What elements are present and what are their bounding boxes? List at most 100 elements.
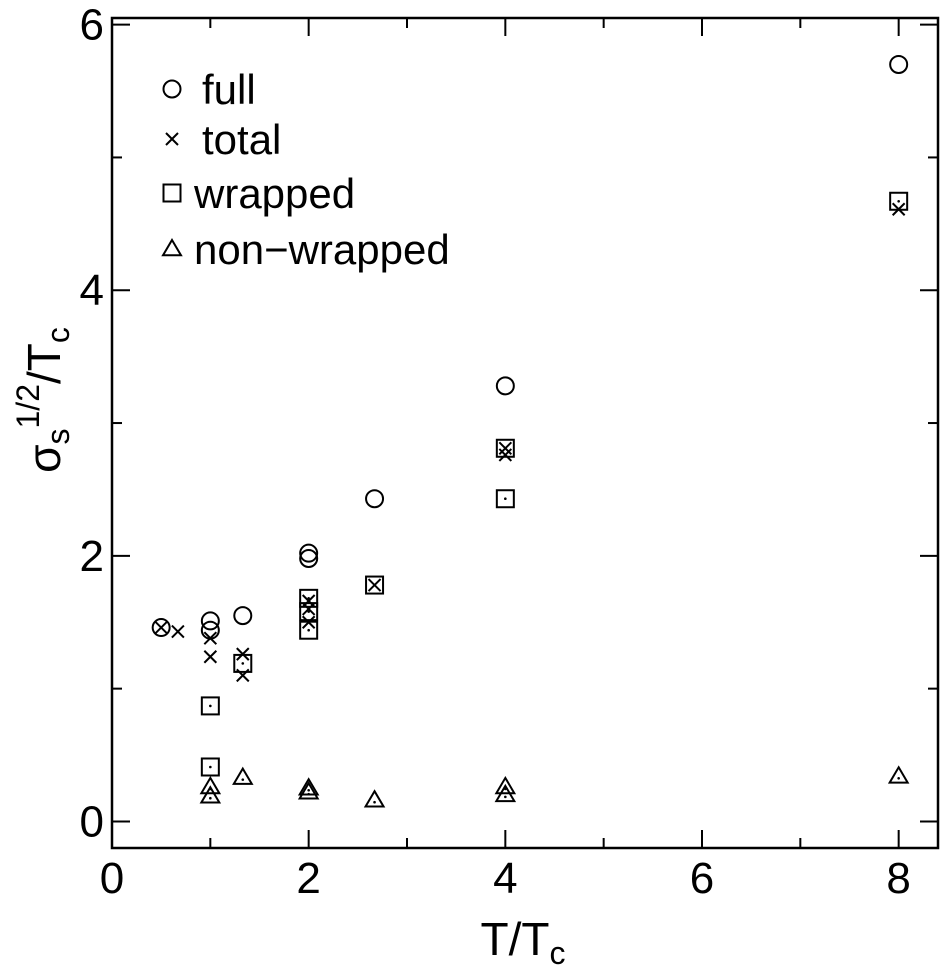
data-point-cross xyxy=(498,448,513,462)
circle-marker-shape xyxy=(299,548,319,568)
legend-item-circle: full xyxy=(162,66,256,113)
data-point-square xyxy=(299,620,319,640)
square-marker-shape xyxy=(200,696,220,716)
data-point-triangle xyxy=(494,783,517,803)
triangle-marker-shape xyxy=(199,785,222,804)
legend-triangle-icon xyxy=(161,238,183,257)
legend-item-cross: total xyxy=(165,116,281,163)
triangle-marker-shape xyxy=(363,789,386,808)
data-point-cross xyxy=(203,650,218,664)
data-point-cross xyxy=(203,631,218,645)
circle-marker-shape xyxy=(200,611,220,631)
cross-marker-shape xyxy=(171,624,185,639)
data-point-circle xyxy=(299,548,319,568)
marker-center-dot xyxy=(504,497,507,501)
cross-marker-shape xyxy=(498,448,513,462)
data-point-square xyxy=(365,575,385,595)
square-marker-shape xyxy=(365,575,385,595)
y-tick-label: 0 xyxy=(80,797,104,846)
marker-center-dot xyxy=(209,796,212,800)
marker-center-dot xyxy=(504,446,507,450)
triangle-marker-shape xyxy=(494,775,517,795)
axis-ticks xyxy=(111,18,938,848)
data-point-circle xyxy=(495,376,515,396)
data-point-circle xyxy=(365,489,385,509)
cross-marker-shape xyxy=(165,132,179,146)
circle-marker-shape xyxy=(495,376,515,396)
marker-center-dot xyxy=(373,583,376,587)
square-marker-shape xyxy=(299,620,319,640)
marker-center-dot xyxy=(897,776,900,780)
circle-marker-shape xyxy=(299,543,319,563)
legend-cross-icon xyxy=(165,132,179,146)
legend-label: full xyxy=(202,66,256,113)
series-cross xyxy=(154,202,906,683)
legend-label: wrapped xyxy=(193,170,355,217)
data-point-cross xyxy=(301,602,316,616)
series-circle xyxy=(151,54,909,640)
x-tick-label: 2 xyxy=(296,854,320,903)
marker-center-dot xyxy=(504,795,507,799)
data-point-square xyxy=(495,438,515,458)
marker-center-dot xyxy=(897,199,900,203)
legend-circle-icon xyxy=(162,79,182,99)
triangle-marker-shape xyxy=(199,775,222,795)
data-point-square xyxy=(233,653,253,673)
marker-center-dot xyxy=(307,628,310,632)
data-point-triangle xyxy=(232,766,254,785)
y-tick-labels: 0 2 4 6 xyxy=(80,1,104,847)
plot-border xyxy=(110,16,940,850)
circle-marker-shape xyxy=(162,79,182,99)
legend-item-square: wrapped xyxy=(162,170,355,217)
marker-center-dot xyxy=(307,610,310,613)
data-markers xyxy=(151,54,910,808)
marker-center-dot xyxy=(209,704,212,708)
marker-center-dot xyxy=(307,792,310,796)
data-point-circle xyxy=(151,618,171,638)
marker-center-dot xyxy=(241,778,245,781)
triangle-marker-shape xyxy=(297,781,320,800)
data-point-cross xyxy=(154,620,168,635)
circle-marker-shape xyxy=(889,54,909,74)
x-axis-title: T/Tc xyxy=(481,913,566,966)
data-point-square xyxy=(200,757,220,777)
cross-marker-shape xyxy=(154,620,168,635)
square-marker-shape xyxy=(299,588,319,608)
triangle-marker-shape xyxy=(161,238,183,257)
y-tick-label: 4 xyxy=(80,266,104,315)
plot-frame xyxy=(110,16,940,850)
data-point-triangle xyxy=(199,785,222,804)
data-point-circle xyxy=(889,54,909,74)
legend-item-triangle: non−wrapped xyxy=(161,226,450,273)
x-tick-label: 6 xyxy=(690,854,714,903)
series-triangle xyxy=(199,765,910,808)
marker-center-dot xyxy=(241,662,245,665)
legend-label: total xyxy=(202,116,281,163)
series-square xyxy=(200,191,909,777)
data-point-square xyxy=(200,696,220,716)
data-point-square xyxy=(495,489,515,509)
data-point-triangle xyxy=(887,765,910,784)
circle-marker-shape xyxy=(233,606,253,626)
data-point-triangle xyxy=(297,781,320,800)
triangle-marker-shape xyxy=(887,765,910,784)
cross-marker-shape xyxy=(203,650,218,664)
x-tick-label: 4 xyxy=(493,854,517,903)
data-point-circle xyxy=(299,543,319,563)
square-marker-shape xyxy=(889,191,909,211)
marker-center-dot xyxy=(373,800,376,804)
data-point-square xyxy=(299,602,319,622)
cross-marker-shape xyxy=(301,602,316,616)
data-point-circle xyxy=(233,606,253,626)
y-tick-label: 2 xyxy=(80,532,104,581)
square-marker-shape xyxy=(162,183,182,203)
square-marker-shape xyxy=(495,489,515,509)
data-point-circle xyxy=(200,611,220,631)
y-tick-label: 6 xyxy=(80,1,104,50)
triangle-marker-shape xyxy=(232,766,254,785)
square-marker-shape xyxy=(200,757,220,777)
data-point-square xyxy=(889,191,909,211)
square-marker-shape xyxy=(233,653,253,673)
circle-marker-shape xyxy=(151,618,171,638)
